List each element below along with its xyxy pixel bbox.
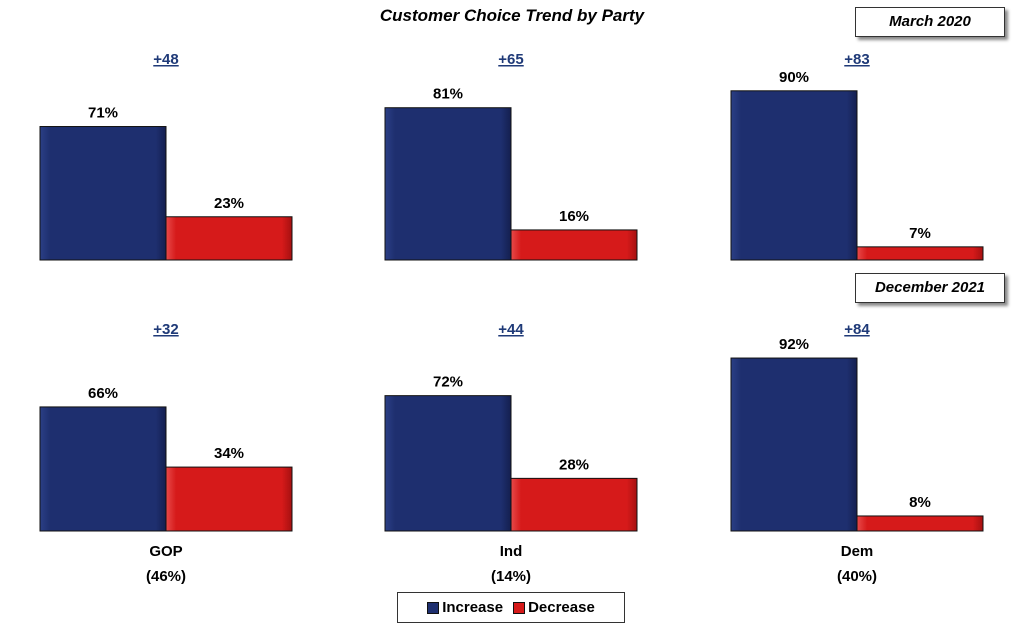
bar-increase-ind-0 [384, 107, 512, 261]
bar-increase-ind-1 [384, 395, 512, 532]
data-label-increase-dem-1: 92% [779, 336, 809, 353]
category-label-dem: Dem [841, 543, 874, 560]
category-share-gop: (46%) [146, 568, 186, 585]
net-change-label-gop-0: +48 [153, 51, 178, 68]
period-label-december-2021: December 2021 [855, 273, 1005, 303]
bar-decrease-ind-0 [510, 229, 638, 261]
bar-decrease-gop-0 [165, 216, 293, 261]
bar-increase-gop-1 [39, 406, 167, 532]
bar-decrease-dem-1 [856, 515, 984, 532]
bar-decrease-dem-0 [856, 246, 984, 261]
chart-title: Customer Choice Trend by Party [379, 6, 645, 25]
data-label-increase-ind-0: 81% [433, 86, 463, 103]
category-label-gop: GOP [149, 543, 182, 560]
data-label-decrease-gop-1: 34% [214, 445, 244, 462]
bar-increase-gop-0 [39, 126, 167, 261]
bar-increase-dem-0 [730, 90, 858, 261]
bar-increase-dem-1 [730, 357, 858, 532]
legend-swatch-increase [427, 601, 440, 614]
net-change-label-dem-1: +84 [844, 321, 870, 338]
legend-label-decrease: Decrease [528, 599, 595, 616]
bar-decrease-gop-1 [165, 466, 293, 532]
bar-decrease-ind-1 [510, 477, 638, 532]
data-label-increase-gop-0: 71% [88, 105, 118, 122]
data-label-decrease-ind-0: 16% [559, 208, 589, 225]
data-label-decrease-dem-1: 8% [909, 494, 931, 511]
legend-item-decrease: Decrease [513, 599, 595, 616]
data-label-decrease-ind-1: 28% [559, 456, 589, 473]
data-label-increase-ind-1: 72% [433, 374, 463, 391]
category-share-ind: (14%) [491, 568, 531, 585]
net-change-label-dem-0: +83 [844, 51, 869, 68]
category-label-ind: Ind [500, 543, 523, 560]
chart-legend: Increase Decrease [397, 592, 625, 623]
data-label-increase-dem-0: 90% [779, 69, 809, 86]
data-label-increase-gop-1: 66% [88, 385, 118, 402]
legend-label-increase: Increase [442, 599, 504, 616]
net-change-label-ind-0: +65 [498, 51, 523, 68]
net-change-label-gop-1: +32 [153, 321, 178, 338]
category-share-dem: (40%) [837, 568, 877, 585]
net-change-label-ind-1: +44 [498, 321, 524, 338]
data-label-decrease-gop-0: 23% [214, 195, 244, 212]
legend-swatch-decrease [513, 601, 526, 614]
legend-item-increase: Increase [427, 599, 503, 616]
data-label-decrease-dem-0: 7% [909, 225, 931, 242]
period-label-march-2020: March 2020 [855, 7, 1005, 37]
